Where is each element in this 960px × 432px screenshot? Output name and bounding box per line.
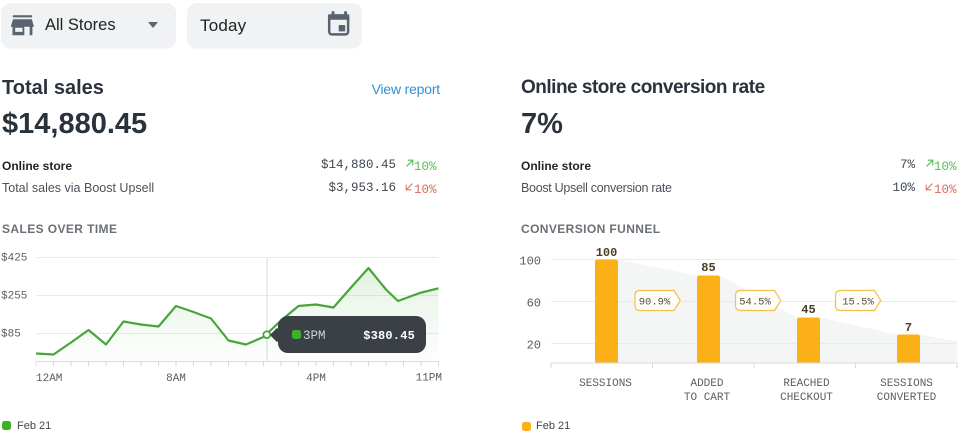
svg-text:60: 60 — [527, 297, 541, 311]
svg-text:54.5%: 54.5% — [739, 297, 771, 309]
svg-text:100: 100 — [596, 246, 618, 260]
svg-text:100: 100 — [519, 255, 541, 269]
svg-text:85: 85 — [701, 261, 715, 275]
svg-text:12AM: 12AM — [36, 373, 62, 385]
svg-text:CONVERTED: CONVERTED — [877, 392, 937, 404]
svg-text:45: 45 — [801, 303, 815, 317]
svg-text:8AM: 8AM — [166, 373, 186, 385]
svg-text:ADDED: ADDED — [690, 378, 723, 390]
svg-text:$85: $85 — [1, 329, 21, 341]
svg-text:90.9%: 90.9% — [639, 297, 671, 309]
svg-text:REACHED: REACHED — [783, 378, 830, 390]
svg-text:4PM: 4PM — [306, 373, 326, 385]
svg-text:20: 20 — [527, 339, 541, 353]
svg-text:SESSIONS: SESSIONS — [579, 378, 632, 390]
svg-text:11PM: 11PM — [416, 373, 442, 385]
svg-text:15.5%: 15.5% — [842, 297, 874, 309]
svg-text:$255: $255 — [1, 291, 27, 303]
svg-text:TO CART: TO CART — [684, 392, 731, 404]
svg-text:$425: $425 — [1, 253, 27, 265]
svg-text:CHECKOUT: CHECKOUT — [780, 392, 833, 404]
svg-text:SESSIONS: SESSIONS — [880, 378, 933, 390]
svg-text:7: 7 — [905, 321, 912, 335]
